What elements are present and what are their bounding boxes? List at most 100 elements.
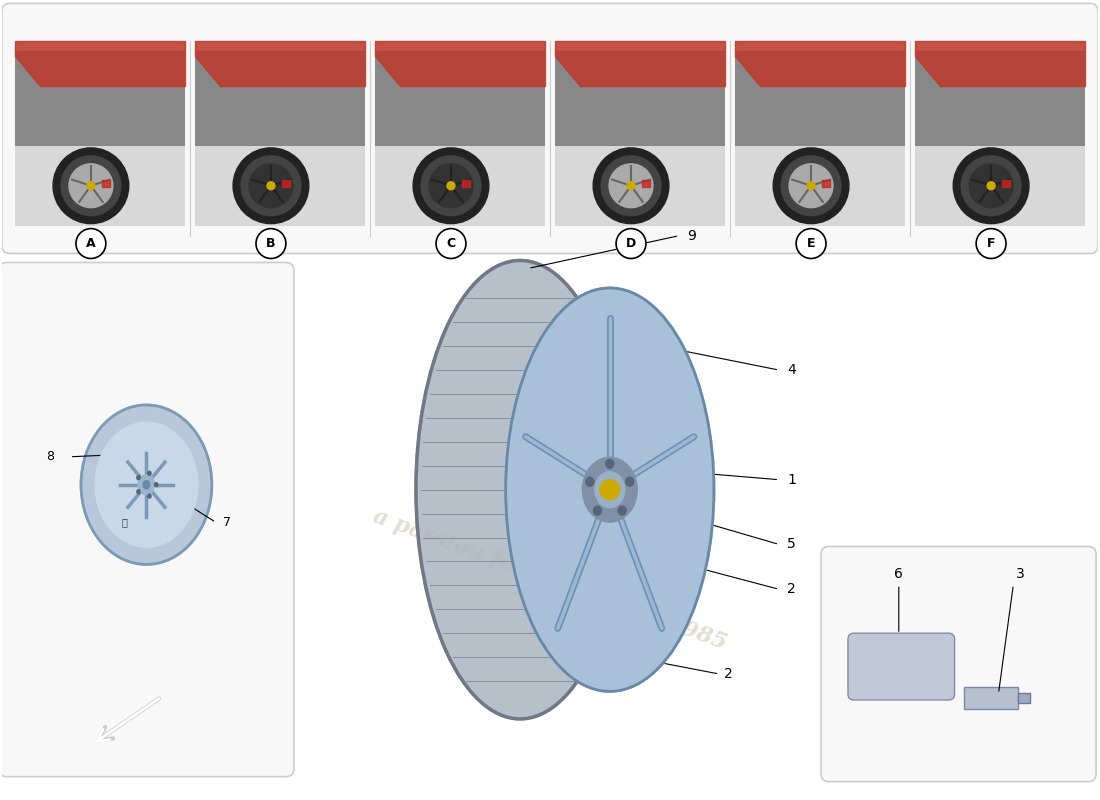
Bar: [915, 51, 1085, 146]
Text: 3: 3: [1016, 567, 1025, 582]
Circle shape: [60, 156, 121, 216]
Text: 5: 5: [788, 538, 796, 551]
Ellipse shape: [626, 477, 634, 486]
FancyBboxPatch shape: [821, 546, 1096, 782]
Circle shape: [414, 148, 488, 224]
Ellipse shape: [139, 474, 155, 494]
FancyBboxPatch shape: [0, 262, 294, 777]
Text: A: A: [86, 237, 96, 250]
FancyBboxPatch shape: [848, 633, 955, 700]
Circle shape: [781, 156, 842, 216]
Text: 1: 1: [788, 473, 796, 486]
Ellipse shape: [96, 422, 197, 547]
Circle shape: [87, 182, 95, 190]
Ellipse shape: [606, 459, 614, 468]
Ellipse shape: [618, 506, 626, 515]
Circle shape: [600, 480, 619, 500]
Bar: [375, 51, 544, 146]
Circle shape: [241, 156, 300, 216]
Circle shape: [69, 164, 113, 208]
Circle shape: [593, 148, 669, 224]
FancyArrowPatch shape: [98, 698, 160, 741]
Circle shape: [76, 229, 106, 258]
FancyBboxPatch shape: [15, 42, 185, 226]
Ellipse shape: [136, 476, 140, 480]
Text: C: C: [447, 237, 455, 250]
Text: 7: 7: [223, 516, 231, 529]
Bar: [556, 51, 725, 146]
Text: F: F: [987, 237, 996, 250]
Text: 🔒: 🔒: [121, 518, 128, 527]
Ellipse shape: [81, 405, 212, 565]
Ellipse shape: [416, 261, 624, 719]
Circle shape: [256, 229, 286, 258]
Circle shape: [429, 164, 473, 208]
Text: E: E: [806, 237, 815, 250]
Polygon shape: [15, 42, 185, 86]
Polygon shape: [195, 42, 365, 86]
Text: since 1985: since 1985: [944, 66, 1013, 96]
Polygon shape: [915, 42, 1085, 86]
Text: 2: 2: [725, 667, 733, 681]
Circle shape: [616, 229, 646, 258]
FancyBboxPatch shape: [915, 42, 1085, 226]
Circle shape: [969, 164, 1013, 208]
Bar: [15, 51, 185, 146]
Bar: [964, 687, 1019, 709]
Ellipse shape: [595, 472, 625, 508]
Ellipse shape: [586, 477, 594, 486]
Bar: [1002, 180, 1010, 186]
Circle shape: [807, 182, 815, 190]
Circle shape: [796, 229, 826, 258]
Bar: [735, 51, 905, 146]
Circle shape: [53, 148, 129, 224]
Ellipse shape: [147, 494, 151, 498]
Circle shape: [609, 164, 653, 208]
Polygon shape: [556, 42, 725, 86]
Circle shape: [249, 164, 293, 208]
Ellipse shape: [147, 471, 151, 475]
Circle shape: [601, 156, 661, 216]
Polygon shape: [375, 42, 544, 86]
Text: B: B: [266, 237, 276, 250]
Circle shape: [987, 182, 996, 190]
Text: 2: 2: [788, 582, 796, 596]
Ellipse shape: [582, 458, 637, 522]
Circle shape: [773, 148, 849, 224]
Circle shape: [976, 229, 1007, 258]
Text: D: D: [626, 237, 636, 250]
Circle shape: [267, 182, 275, 190]
Text: 9: 9: [688, 229, 696, 242]
Circle shape: [421, 156, 481, 216]
FancyBboxPatch shape: [735, 42, 905, 226]
Ellipse shape: [155, 482, 157, 486]
Ellipse shape: [594, 506, 602, 515]
Bar: [102, 180, 110, 186]
Circle shape: [447, 182, 455, 190]
FancyBboxPatch shape: [2, 3, 1098, 254]
Circle shape: [789, 164, 833, 208]
Ellipse shape: [506, 288, 714, 691]
Text: a passion for parts since 1985: a passion for parts since 1985: [370, 505, 730, 654]
FancyBboxPatch shape: [556, 42, 725, 226]
Bar: [822, 180, 830, 186]
Circle shape: [233, 148, 309, 224]
Circle shape: [954, 148, 1028, 224]
Bar: [462, 180, 470, 186]
Circle shape: [627, 182, 635, 190]
Text: 8: 8: [46, 450, 54, 463]
Circle shape: [961, 156, 1021, 216]
Polygon shape: [735, 42, 905, 86]
Text: 6: 6: [894, 567, 903, 582]
Ellipse shape: [136, 490, 140, 494]
Ellipse shape: [143, 481, 150, 489]
Bar: [1019, 693, 1031, 703]
FancyBboxPatch shape: [195, 42, 365, 226]
Bar: [642, 180, 650, 186]
Circle shape: [436, 229, 466, 258]
Bar: [195, 51, 365, 146]
FancyArrowPatch shape: [97, 698, 160, 742]
Bar: [282, 180, 290, 186]
FancyBboxPatch shape: [375, 42, 544, 226]
Text: 4: 4: [788, 363, 796, 377]
